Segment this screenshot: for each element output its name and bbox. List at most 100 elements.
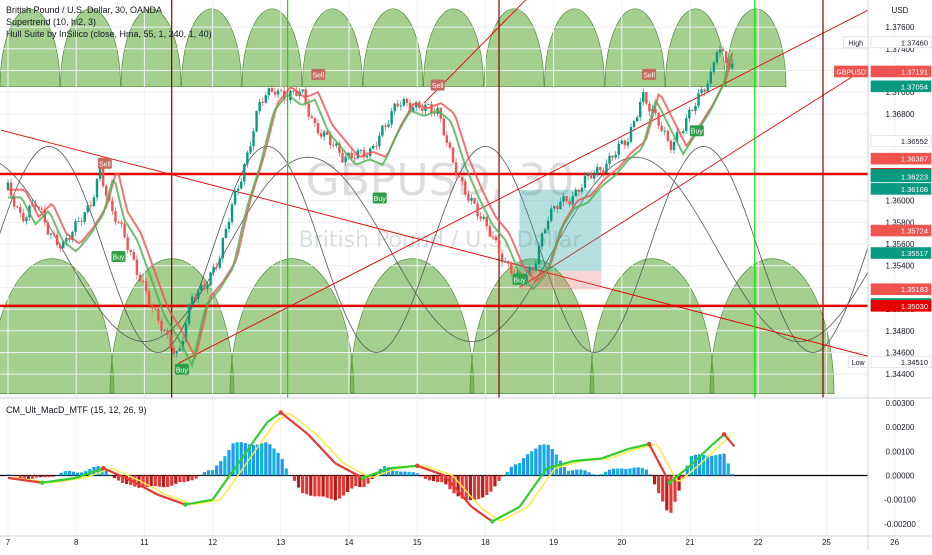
candle-body: [74, 221, 77, 232]
macd-pane: [0, 410, 868, 524]
candle-body: [307, 103, 310, 117]
currency-label: USD: [892, 6, 909, 15]
candle-body: [163, 330, 166, 332]
macd-histogram-bar: [546, 444, 550, 476]
macd-histogram-bar: [669, 475, 673, 513]
candle-body: [200, 284, 203, 291]
candle-body: [605, 163, 608, 174]
macd-histogram-bar: [407, 471, 411, 476]
candle-body: [261, 101, 264, 103]
macd-histogram-bar: [657, 475, 661, 494]
candle-body: [86, 205, 89, 213]
candle-body: [405, 98, 409, 103]
macd-histogram-bar: [350, 475, 354, 489]
macd-tick-label: 0.00200: [886, 423, 915, 432]
candle-body: [485, 216, 488, 226]
macd-cross-dot: [646, 441, 652, 447]
macd-histogram-bar: [329, 475, 333, 500]
time-tick-label: 18: [481, 538, 490, 547]
candle-body: [194, 296, 197, 300]
macd-histogram-bar: [264, 442, 268, 476]
candle-body: [543, 229, 547, 234]
macd-histogram-bar: [186, 475, 190, 482]
candle-body: [310, 116, 314, 119]
candle-body: [393, 103, 396, 112]
macd-histogram-bar: [677, 475, 681, 491]
candle-body: [470, 198, 473, 201]
candle-body: [258, 101, 261, 112]
macd-line-segment: [334, 462, 364, 479]
macd-histogram-bar: [468, 475, 472, 501]
macd-histogram-bar: [202, 472, 207, 476]
candle-body: [209, 272, 212, 286]
candle-body: [246, 152, 249, 165]
candle-body: [445, 135, 449, 143]
supertrend-legend[interactable]: Supertrend (10, hl2, 3): [6, 17, 97, 27]
candle-body: [559, 201, 562, 210]
upper-cloud: [423, 8, 484, 88]
candle-body: [451, 147, 455, 163]
upper-cloud: [725, 8, 787, 88]
macd-histogram-bar: [558, 460, 563, 476]
candle-body: [457, 175, 461, 178]
candle-body: [92, 197, 96, 207]
candle-body: [666, 130, 670, 141]
macd-histogram-bar: [550, 449, 554, 476]
candle-body: [399, 105, 403, 107]
macd-histogram-bar: [35, 475, 39, 478]
price-badge-bg: [870, 80, 932, 93]
candle-body: [528, 267, 531, 276]
candle-body: [608, 155, 611, 164]
macd-axis[interactable]: 0.00300 0.00200 0.00100 0.00000 -0.00100 -0.0…: [884, 399, 916, 529]
price-badge-value: 1.35724: [901, 227, 928, 236]
macd-line-segment: [723, 433, 736, 448]
macd-legend[interactable]: CM_Ult_MacD_MTF (15, 12, 26, 9): [6, 405, 147, 415]
macd-histogram-bar: [325, 475, 329, 498]
candle-body: [592, 174, 596, 179]
candle-body: [89, 205, 93, 207]
price-badge-bg: [870, 224, 932, 237]
macd-histogram-bar: [198, 475, 202, 476]
symbol-title[interactable]: British Pound / U.S. Dollar, 30, OANDA: [6, 5, 163, 15]
macd-line-segment: [130, 479, 159, 496]
candle-body: [697, 93, 700, 106]
macd-histogram-bar: [476, 475, 481, 500]
price-badge-bg: [870, 183, 932, 195]
candle-body: [203, 284, 206, 289]
macd-histogram-bar: [243, 443, 247, 476]
candle-body: [58, 245, 62, 249]
signal-buy: Buy: [111, 251, 126, 263]
macd-histogram-bar: [391, 469, 395, 476]
time-tick-label: 14: [345, 538, 354, 547]
price-badge-label: Low: [852, 360, 866, 367]
candle-body: [286, 99, 289, 101]
candle-body: [408, 102, 412, 112]
macd-histogram-bar: [595, 474, 599, 476]
candle-body: [175, 350, 178, 354]
candle-body: [178, 348, 182, 351]
macd-histogram-bar: [423, 475, 427, 479]
macd-histogram-bar: [464, 475, 468, 501]
signal-box: [372, 192, 387, 204]
upper-cloud: [604, 8, 666, 88]
candle-body: [65, 237, 68, 242]
candle-body: [236, 188, 240, 191]
candle-body: [362, 150, 366, 158]
hull-suite-legend[interactable]: Hull Suite by InSilico (close, Hma, 55, …: [6, 29, 212, 39]
time-axis[interactable]: 7 8 11 12 13 14 15 18 19 20 21 22 25 26: [6, 538, 900, 547]
candle-body: [19, 207, 22, 213]
candle-body: [117, 221, 120, 223]
candle-body: [534, 263, 538, 270]
macd-histogram-bar: [427, 475, 432, 481]
signal-sell: Sell: [311, 68, 326, 80]
macd-histogram-bar: [599, 474, 603, 476]
price-badge-bg: [870, 247, 932, 259]
price-badge-value: 1.35183: [901, 285, 928, 294]
macd-histogram-bar: [301, 475, 305, 494]
candle-body: [37, 206, 40, 209]
macd-histogram-bar: [125, 475, 129, 485]
candle-body: [215, 266, 218, 268]
candle-body: [344, 156, 347, 163]
